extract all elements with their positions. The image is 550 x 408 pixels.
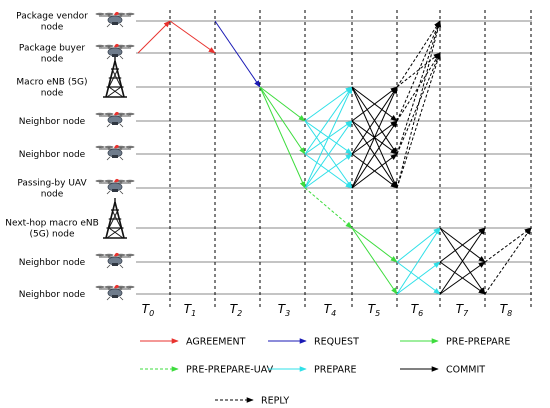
- commit-arrow: [439, 227, 486, 295]
- prepare-arrow: [396, 227, 441, 263]
- node-icons: [95, 11, 135, 301]
- preprepare-arrow: [259, 86, 306, 189]
- commit-arrow: [351, 120, 398, 189]
- legend-label: PREPARE: [314, 365, 357, 376]
- agreement-arrow: [137, 20, 171, 54]
- time-slot-label: T7: [456, 302, 469, 318]
- prepare-arrow: [304, 120, 353, 189]
- reply-arrow: [484, 227, 532, 295]
- time-slot-label: T6: [411, 302, 423, 318]
- agreement-arrow: [169, 20, 216, 54]
- node-label: Neighbor node: [19, 290, 86, 300]
- drone-icon: [95, 252, 135, 269]
- node-label: Passing-by UAV: [17, 179, 87, 189]
- node-label: Neighbor node: [19, 117, 86, 127]
- reply-arrow: [396, 20, 441, 88]
- reply-arrow: [396, 52, 441, 189]
- node-label: (5G) node: [29, 230, 75, 240]
- time-slot-label: T4: [324, 302, 336, 318]
- time-slot-label: T0: [142, 302, 154, 318]
- prepare-arrow: [396, 227, 441, 295]
- legend-label: REQUEST: [314, 337, 359, 348]
- reply-arrow: [396, 52, 441, 155]
- legend-item-commit: COMMIT: [400, 365, 485, 376]
- message-arrows: [137, 20, 532, 295]
- legend-item-request: REQUEST: [268, 337, 359, 348]
- legend-item-reply: REPLY: [215, 396, 289, 407]
- legend-item-agreement: AGREEMENT: [140, 337, 246, 348]
- commit-arrow: [351, 86, 398, 122]
- drone-icon: [95, 111, 135, 128]
- reply-arrow: [396, 20, 442, 189]
- prepare-arrow: [304, 120, 353, 155]
- prepare-arrow: [304, 153, 353, 189]
- legend-label: REPLY: [261, 396, 289, 407]
- reply-arrow: [396, 20, 441, 155]
- legend-label: COMMIT: [446, 365, 485, 376]
- node-label: Package vendor: [16, 12, 88, 22]
- preprepare-arrow: [351, 227, 398, 263]
- drone-icon: [95, 284, 135, 301]
- tower-icon: [103, 198, 127, 239]
- request-arrow: [214, 20, 261, 88]
- node-label: Package buyer: [19, 44, 85, 54]
- reply-arrow: [484, 227, 532, 263]
- time-slot-labels: T0 T1 T2 T3 T4 T5 T6 T7 T8: [142, 302, 512, 318]
- preprepare-arrow: [259, 86, 306, 122]
- time-dividers: [169, 10, 532, 310]
- node-label: Neighbor node: [19, 258, 86, 268]
- legend-item-prepare: PREPARE: [268, 365, 357, 376]
- commit-arrow: [439, 227, 486, 263]
- drone-icon: [95, 178, 135, 195]
- commit-arrow: [351, 86, 398, 155]
- legend-item-preprepare-uav: PRE-PREPARE-UAV: [140, 365, 274, 376]
- time-slot-label: T1: [184, 302, 196, 318]
- prepare-arrow: [304, 86, 353, 122]
- node-label: node: [41, 190, 64, 200]
- node-label: node: [41, 23, 64, 33]
- time-slot-label: T2: [230, 302, 242, 318]
- node-lanes: [136, 20, 532, 295]
- legend-label: PRE-PREPARE: [446, 337, 510, 348]
- tower-icon: [103, 57, 127, 98]
- drone-icon: [95, 144, 135, 161]
- commit-arrow: [351, 153, 398, 189]
- node-label: node: [41, 55, 64, 65]
- node-label: Neighbor node: [19, 150, 86, 160]
- legend-label: AGREEMENT: [186, 337, 246, 348]
- legend-label: PRE-PREPARE-UAV: [186, 365, 274, 376]
- commit-arrow: [439, 261, 486, 295]
- time-slot-label: T5: [368, 302, 380, 318]
- preprepare-uav-arrow: [304, 187, 353, 229]
- node-label: Next-hop macro eNB: [5, 219, 99, 229]
- reply-arrow: [396, 20, 441, 122]
- time-slot-label: T8: [500, 302, 512, 318]
- node-label: Macro eNB (5G): [16, 78, 87, 88]
- legend: AGREEMENT REQUEST PRE-PREPARE PRE-PREPARE-U…: [140, 337, 510, 407]
- drone-icon: [95, 11, 135, 28]
- preprepare-arrow: [259, 86, 306, 155]
- prepare-arrow: [304, 86, 353, 155]
- time-slot-label: T3: [278, 302, 290, 318]
- drone-icon: [95, 43, 135, 60]
- node-label: node: [41, 89, 64, 99]
- legend-item-preprepare: PRE-PREPARE: [400, 337, 510, 348]
- prepare-arrow: [396, 261, 441, 295]
- preprepare-arrow: [351, 227, 398, 295]
- commit-arrow: [351, 86, 398, 189]
